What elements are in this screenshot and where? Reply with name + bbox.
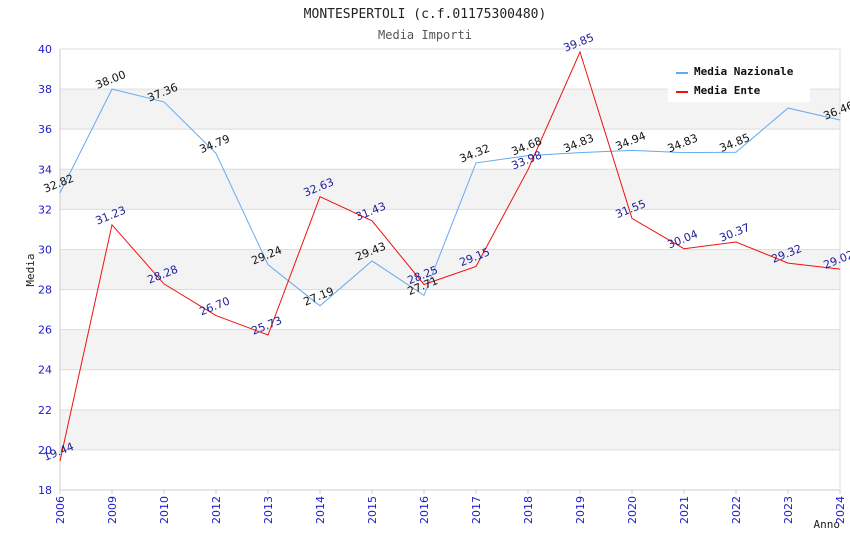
x-tick-label: 2014 — [314, 496, 327, 524]
chart-title: MONTESPERTOLI (c.f.01175300480) — [304, 7, 547, 22]
data-label: 38.00 — [94, 68, 128, 92]
x-tick-label: 2012 — [210, 496, 223, 524]
y-tick-label: 24 — [38, 364, 52, 377]
series-line-nazionale — [59, 88, 841, 307]
data-label: 39.85 — [562, 31, 596, 55]
x-axis-title: Anno — [814, 518, 841, 531]
x-tick-label: 2013 — [262, 496, 275, 524]
y-tick-label: 36 — [38, 123, 52, 136]
series-line-ente — [59, 50, 841, 462]
y-tick-label: 18 — [38, 484, 52, 497]
y-tick-label: 38 — [38, 83, 52, 96]
y-tick-label: 34 — [38, 163, 52, 176]
y-tick-label: 40 — [38, 43, 52, 56]
x-tick-label: 2006 — [54, 496, 67, 524]
x-tick-label: 2018 — [522, 496, 535, 524]
legend-box — [668, 60, 810, 102]
plot-band — [60, 329, 840, 370]
y-tick-label: 26 — [38, 324, 52, 337]
legend-label-ente: Media Ente — [694, 84, 761, 97]
series-group — [59, 50, 841, 462]
y-tick-labels: 18 20 22 24 26 28 30 32 34 36 38 40 — [38, 43, 52, 497]
data-label: 30.37 — [718, 221, 752, 245]
plot-band — [60, 169, 840, 210]
legend-label-nazionale: Media Nazionale — [694, 65, 794, 78]
plot-band — [60, 409, 840, 450]
y-axis-title: Media — [24, 253, 37, 286]
x-tick-label: 2021 — [678, 496, 691, 524]
x-tick-label: 2019 — [574, 496, 587, 524]
plot-bands — [60, 89, 840, 450]
chart-subtitle: Media Importi — [378, 28, 472, 42]
x-tick-label: 2015 — [366, 496, 379, 524]
y-tick-label: 32 — [38, 203, 52, 216]
x-tick-label: 2020 — [626, 496, 639, 524]
y-tick-label: 20 — [38, 444, 52, 457]
x-tick-label: 2010 — [158, 496, 171, 524]
plot-band — [60, 249, 840, 290]
x-tick-label: 2022 — [730, 496, 743, 524]
x-tick-label: 2017 — [470, 496, 483, 524]
x-tick-label: 2009 — [106, 496, 119, 524]
y-tick-label: 30 — [38, 243, 52, 256]
axes — [59, 49, 840, 491]
data-label: 34.32 — [458, 142, 492, 166]
data-label: 34.85 — [718, 131, 752, 155]
y-tick-label: 28 — [38, 284, 52, 297]
data-label: 34.83 — [666, 131, 700, 155]
x-tick-label: 2024 — [834, 496, 847, 524]
legend: Media Nazionale Media Ente — [668, 60, 810, 102]
y-tick-label: 22 — [38, 404, 52, 417]
x-tick-labels: 2006 2009 2010 2012 2013 2014 2015 2016 2017 2018… — [54, 490, 847, 524]
x-tick-label: 2023 — [782, 496, 795, 524]
grid-lines — [60, 48, 841, 491]
data-label: 34.94 — [614, 129, 648, 153]
x-tick-label: 2016 — [418, 496, 431, 524]
